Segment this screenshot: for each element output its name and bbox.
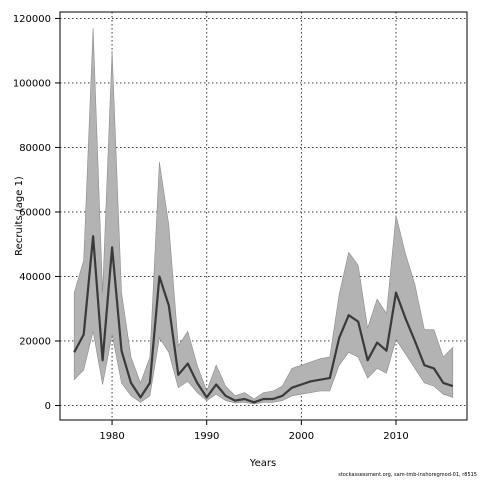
y-tick-label: 40000 — [19, 272, 51, 283]
x-axis-label: Years — [249, 458, 276, 469]
y-axis-label: Recruits (age 1) — [14, 176, 25, 256]
y-tick-label: 100000 — [13, 78, 51, 89]
plot-frame — [59, 11, 468, 421]
x-tick-label: 1980 — [99, 431, 124, 442]
x-tick-label: 2000 — [289, 431, 314, 442]
x-tick-label: 1990 — [194, 431, 219, 442]
source-footer: stockassessment.org, sam-tmb-inshoregmod… — [338, 472, 477, 478]
recruits-line — [73, 235, 454, 404]
axis-ticks: 1980 1990 2000 2010 0 20000 40000 60000 80000 100… — [13, 14, 409, 442]
y-tick-label: 60000 — [19, 207, 51, 218]
x-tick-label: 2010 — [383, 431, 408, 442]
y-tick-label: 20000 — [19, 336, 51, 347]
y-tick-label: 120000 — [13, 14, 51, 25]
y-tick-label: 0 — [45, 401, 51, 412]
y-tick-label: 80000 — [19, 143, 51, 154]
